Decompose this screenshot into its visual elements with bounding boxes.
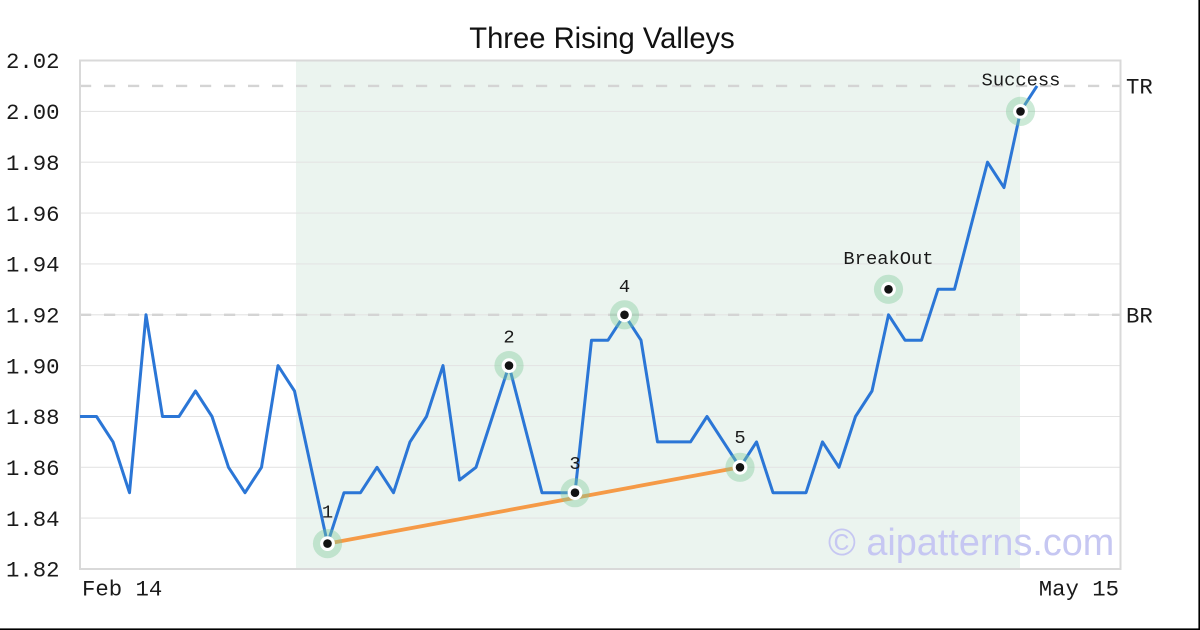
svg-text:1.88: 1.88 [6,405,60,431]
svg-text:5: 5 [734,427,745,449]
svg-text:Three Rising Valleys: Three Rising Valleys [469,23,735,55]
svg-text:BR: BR [1126,304,1153,330]
svg-text:1.84: 1.84 [6,507,60,533]
svg-text:1.96: 1.96 [6,202,60,228]
svg-text:3: 3 [569,453,580,475]
svg-text:Feb 14: Feb 14 [82,577,162,603]
svg-text:2: 2 [503,327,514,349]
svg-text:1.98: 1.98 [6,151,60,177]
svg-text:1.86: 1.86 [6,456,60,482]
svg-text:BreakOut: BreakOut [843,248,933,270]
svg-text:1.92: 1.92 [6,304,60,330]
svg-text:© aipatterns.com: © aipatterns.com [828,522,1114,564]
svg-text:1: 1 [322,502,333,524]
svg-text:2.02: 2.02 [6,49,60,75]
svg-text:1.94: 1.94 [6,253,60,279]
svg-text:1.82: 1.82 [6,558,60,584]
svg-text:Success: Success [982,70,1061,92]
svg-text:May 15: May 15 [1039,577,1119,603]
svg-text:TR: TR [1126,75,1153,101]
svg-text:4: 4 [619,276,630,298]
svg-text:1.90: 1.90 [6,354,60,380]
svg-text:2.00: 2.00 [6,100,60,126]
